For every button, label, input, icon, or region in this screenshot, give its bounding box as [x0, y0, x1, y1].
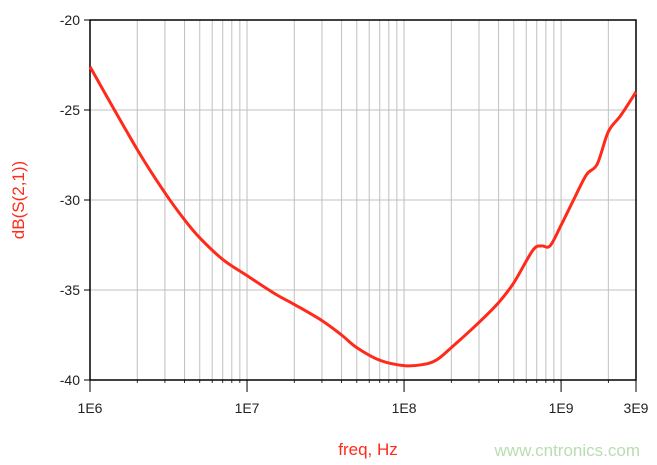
- watermark: www.cntronics.com: [494, 441, 640, 460]
- x-axis-label: freq, Hz: [338, 440, 398, 459]
- x-tick-label: 3E9: [624, 400, 649, 416]
- grid: [90, 19, 637, 381]
- y-tick-label: -20: [60, 12, 80, 28]
- y-axis-label: dB(S(2,1)): [9, 161, 28, 239]
- y-tick-label: -35: [60, 282, 80, 298]
- x-tick-label: 1E6: [78, 400, 103, 416]
- x-tick-label: 1E9: [549, 400, 574, 416]
- x-tick-label: 1E8: [392, 400, 417, 416]
- x-tick-label: 1E7: [235, 400, 260, 416]
- y-tick-label: -40: [60, 372, 80, 388]
- axis-ticks: -20 -25 -30 -35 -40 1E6 1E7 1E8 1E9 3E9: [60, 12, 649, 416]
- series-line: [88, 66, 638, 368]
- y-tick-label: -25: [60, 102, 80, 118]
- y-tick-label: -30: [60, 192, 80, 208]
